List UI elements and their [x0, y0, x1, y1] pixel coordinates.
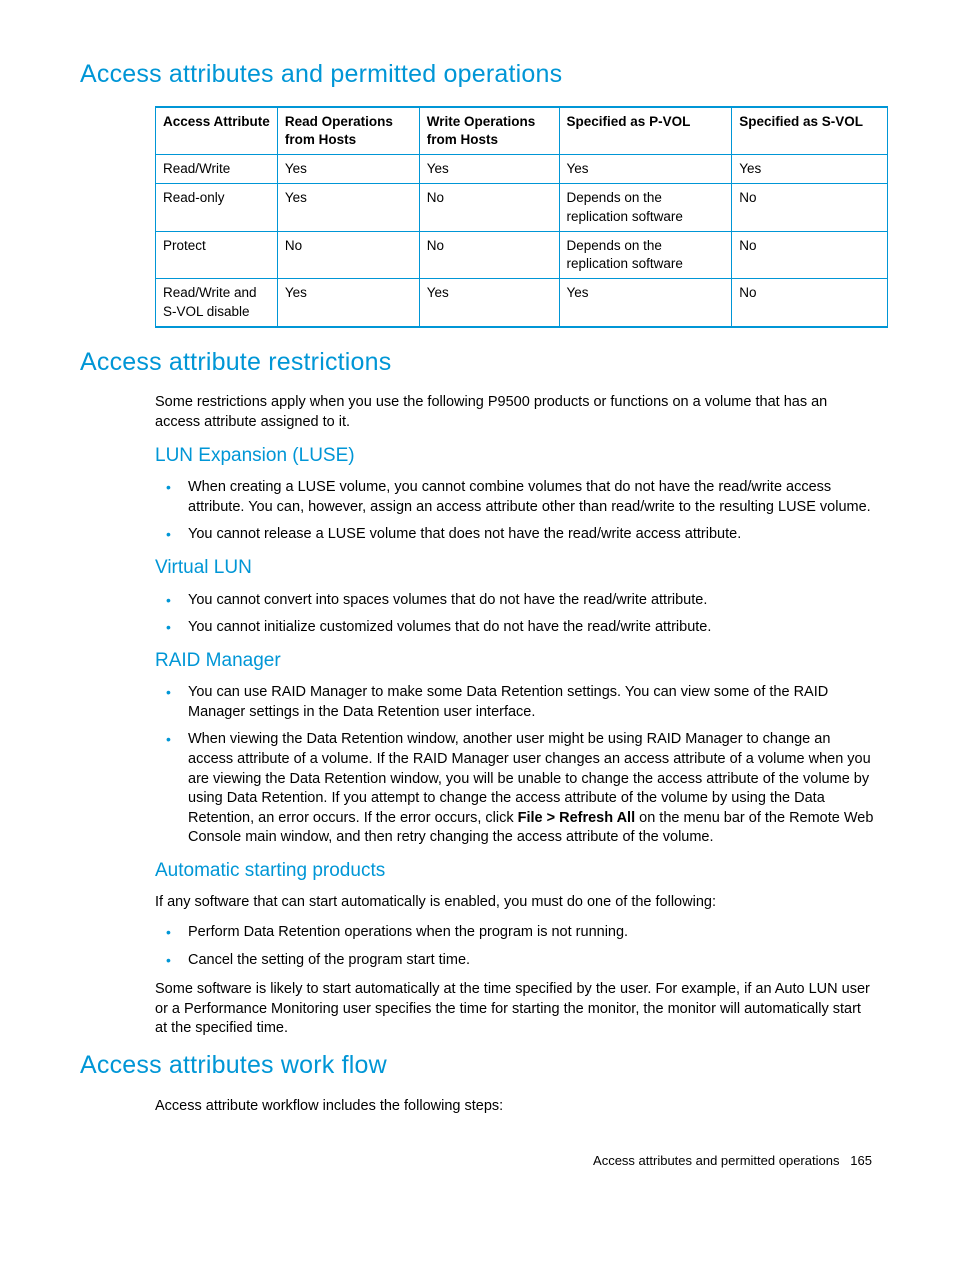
list-item: Cancel the setting of the program start … [188, 951, 874, 971]
subheading-vlun: Virtual LUN [155, 555, 874, 581]
list-item: You cannot initialize customized volumes… [188, 618, 874, 638]
footer-page: 165 [850, 1153, 872, 1168]
col-header: Access Attribute [156, 107, 278, 155]
list-item: You cannot release a LUSE volume that do… [188, 525, 874, 545]
subheading-auto: Automatic starting products [155, 858, 874, 884]
table-row: Read/WriteYesYesYesYes [156, 155, 888, 184]
col-header: Write Operations from Hosts [419, 107, 559, 155]
restrictions-intro: Some restrictions apply when you use the… [155, 393, 874, 432]
luse-list: When creating a LUSE volume, you cannot … [80, 478, 874, 545]
table-header-row: Access Attribute Read Operations from Ho… [156, 107, 888, 155]
table-body: Read/WriteYesYesYesYes Read-onlyYesNoDep… [156, 155, 888, 327]
table-row: Read-onlyYesNoDepends on the replication… [156, 184, 888, 231]
table-row: ProtectNoNoDepends on the replication so… [156, 231, 888, 278]
raid-bullet2-bold: File > Refresh All [518, 810, 636, 826]
col-header: Specified as S-VOL [732, 107, 888, 155]
auto-outro: Some software is likely to start automat… [155, 980, 874, 1039]
table-row: Read/Write and S-VOL disableYesYesYesNo [156, 279, 888, 327]
auto-list: Perform Data Retention operations when t… [80, 923, 874, 970]
heading-section3: Access attributes work flow [80, 1049, 874, 1083]
workflow-intro: Access attribute workflow includes the f… [155, 1097, 874, 1117]
col-header: Specified as P-VOL [559, 107, 732, 155]
list-item: Perform Data Retention operations when t… [188, 923, 874, 943]
heading-section1: Access attributes and permitted operatio… [80, 58, 874, 92]
page-footer: Access attributes and permitted operatio… [80, 1152, 874, 1170]
list-item: You cannot convert into spaces volumes t… [188, 591, 874, 611]
list-item: When creating a LUSE volume, you cannot … [188, 478, 874, 517]
subheading-luse: LUN Expansion (LUSE) [155, 443, 874, 469]
heading-section2: Access attribute restrictions [80, 346, 874, 380]
vlun-list: You cannot convert into spaces volumes t… [80, 591, 874, 638]
col-header: Read Operations from Hosts [277, 107, 419, 155]
list-item: You can use RAID Manager to make some Da… [188, 683, 874, 722]
subheading-raid: RAID Manager [155, 648, 874, 674]
attributes-table: Access Attribute Read Operations from Ho… [155, 106, 888, 328]
auto-intro: If any software that can start automatic… [155, 893, 874, 913]
raid-list: You can use RAID Manager to make some Da… [80, 683, 874, 848]
list-item: When viewing the Data Retention window, … [188, 730, 874, 847]
footer-label: Access attributes and permitted operatio… [593, 1153, 839, 1168]
